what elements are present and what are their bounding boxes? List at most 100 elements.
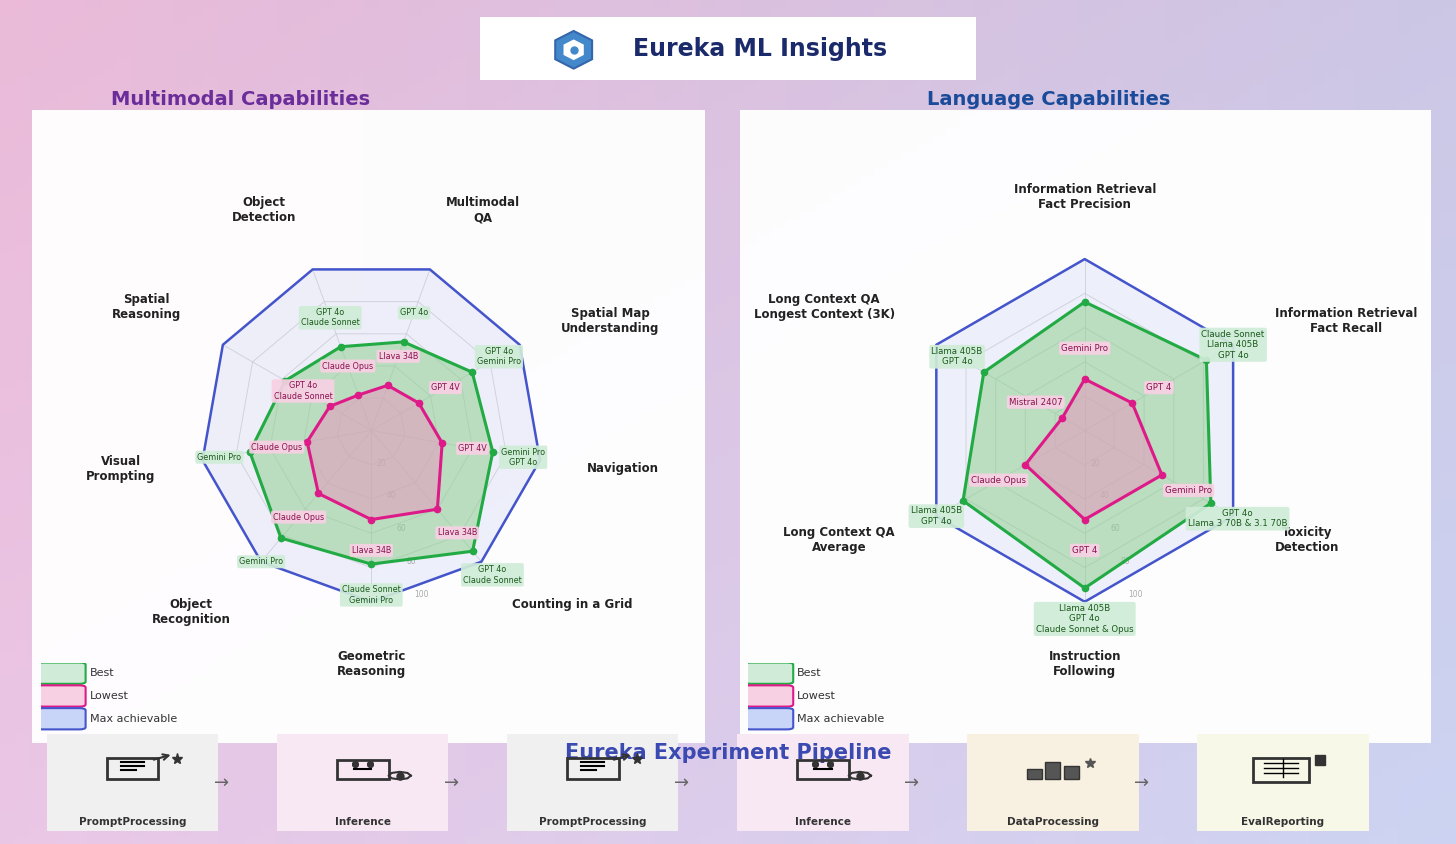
Text: Llava 34B: Llava 34B — [379, 352, 418, 361]
FancyBboxPatch shape — [499, 730, 686, 836]
Text: GPT 4o
Claude Sonnet: GPT 4o Claude Sonnet — [463, 565, 521, 585]
Text: GPT 4: GPT 4 — [1072, 546, 1098, 555]
Text: Claude Opus: Claude Opus — [971, 476, 1026, 484]
Text: 60: 60 — [397, 524, 406, 533]
Text: PromptProcessing: PromptProcessing — [539, 817, 646, 826]
Text: Eureka ML Insights: Eureka ML Insights — [633, 37, 888, 61]
Text: Max achievable: Max achievable — [90, 714, 178, 724]
Text: Gemini Pro: Gemini Pro — [1061, 344, 1108, 353]
Text: Long Context QA
Average: Long Context QA Average — [783, 526, 895, 555]
Text: 40: 40 — [387, 491, 396, 500]
Bar — [336, 760, 389, 780]
Text: Lowest: Lowest — [798, 691, 836, 701]
Bar — [566, 758, 619, 780]
Text: Object
Recognition: Object Recognition — [151, 598, 230, 626]
Bar — [1026, 770, 1041, 780]
Bar — [1254, 758, 1309, 782]
Text: Toxicity
Detection: Toxicity Detection — [1274, 526, 1340, 555]
Text: GPT 4o
Claude Sonnet: GPT 4o Claude Sonnet — [274, 381, 332, 401]
Bar — [1045, 761, 1060, 780]
Text: 80: 80 — [1121, 557, 1130, 566]
FancyBboxPatch shape — [960, 730, 1146, 836]
Text: 20: 20 — [1091, 458, 1099, 468]
Text: →: → — [444, 774, 459, 792]
Text: Geometric
Reasoning: Geometric Reasoning — [336, 650, 406, 678]
Text: Language Capabilities: Language Capabilities — [926, 90, 1171, 109]
FancyBboxPatch shape — [729, 730, 916, 836]
Text: GPT 4o: GPT 4o — [400, 308, 428, 317]
Text: Llama 405B
GPT 4o: Llama 405B GPT 4o — [932, 347, 983, 366]
Bar — [1064, 766, 1079, 780]
Text: Information Retrieval
Fact Precision: Information Retrieval Fact Precision — [1013, 183, 1156, 211]
Text: Eureka Experiment Pipeline: Eureka Experiment Pipeline — [565, 743, 891, 763]
Text: DataProcessing: DataProcessing — [1006, 817, 1099, 826]
Polygon shape — [962, 302, 1211, 588]
Text: Claude Sonnet
Gemini Pro: Claude Sonnet Gemini Pro — [342, 585, 400, 604]
Text: Mistral 2407: Mistral 2407 — [1009, 398, 1063, 407]
Text: PromptProcessing: PromptProcessing — [79, 817, 186, 826]
Text: Information Retrieval
Fact Recall: Information Retrieval Fact Recall — [1274, 306, 1417, 335]
FancyBboxPatch shape — [36, 685, 86, 706]
Polygon shape — [307, 386, 443, 520]
Text: Visual
Prompting: Visual Prompting — [86, 455, 156, 483]
Text: Inference: Inference — [335, 817, 390, 826]
FancyBboxPatch shape — [744, 708, 794, 729]
Text: Lowest: Lowest — [90, 691, 128, 701]
Polygon shape — [250, 342, 492, 564]
Text: Gemini Pro
GPT 4o: Gemini Pro GPT 4o — [501, 447, 545, 467]
Polygon shape — [563, 40, 584, 60]
Text: 60: 60 — [1111, 524, 1120, 533]
FancyBboxPatch shape — [36, 663, 86, 684]
Text: Counting in a Grid: Counting in a Grid — [513, 598, 633, 611]
Text: Instruction
Following: Instruction Following — [1048, 650, 1121, 678]
FancyBboxPatch shape — [744, 663, 794, 684]
FancyBboxPatch shape — [744, 685, 794, 706]
Text: GPT 4: GPT 4 — [1146, 383, 1172, 392]
FancyBboxPatch shape — [456, 14, 1000, 84]
Text: GPT 4o
Llama 3 70B & 3.1 70B: GPT 4o Llama 3 70B & 3.1 70B — [1188, 509, 1287, 528]
Text: GPT 4V: GPT 4V — [431, 383, 460, 392]
Text: Long Context QA
Longest Context (3K): Long Context QA Longest Context (3K) — [754, 293, 895, 321]
Text: Llama 405B
GPT 4o: Llama 405B GPT 4o — [910, 506, 962, 526]
Polygon shape — [555, 31, 593, 68]
Text: Gemini Pro: Gemini Pro — [198, 452, 242, 462]
Text: Inference: Inference — [795, 817, 850, 826]
Text: GPT 4o
Claude Sonnet: GPT 4o Claude Sonnet — [301, 308, 360, 327]
Text: Object
Detection: Object Detection — [232, 197, 296, 225]
Text: 100: 100 — [1128, 590, 1143, 598]
Text: →: → — [674, 774, 689, 792]
Text: Best: Best — [798, 668, 823, 679]
Polygon shape — [202, 269, 540, 602]
Text: Spatial
Reasoning: Spatial Reasoning — [112, 293, 182, 321]
Text: GPT 4V: GPT 4V — [459, 444, 486, 452]
Text: 100: 100 — [415, 590, 430, 598]
FancyBboxPatch shape — [39, 730, 226, 836]
FancyBboxPatch shape — [269, 730, 456, 836]
Text: GPT 4o
Gemini Pro: GPT 4o Gemini Pro — [478, 347, 521, 366]
FancyBboxPatch shape — [1190, 730, 1376, 836]
Text: Llava 34B: Llava 34B — [437, 528, 478, 538]
Text: Navigation: Navigation — [587, 462, 660, 475]
Text: Claude Sonnet
Llama 405B
GPT 4o: Claude Sonnet Llama 405B GPT 4o — [1201, 330, 1265, 360]
Text: 20: 20 — [377, 458, 386, 468]
Text: EvalReporting: EvalReporting — [1241, 817, 1325, 826]
Text: 80: 80 — [408, 557, 416, 566]
Text: Gemini Pro: Gemini Pro — [1165, 486, 1211, 495]
FancyBboxPatch shape — [727, 97, 1444, 755]
Text: Multimodal
QA: Multimodal QA — [447, 197, 520, 225]
Text: Llama 405B
GPT 4o
Claude Sonnet & Opus: Llama 405B GPT 4o Claude Sonnet & Opus — [1035, 604, 1134, 634]
Text: Claude Opus: Claude Opus — [274, 512, 325, 522]
Text: Claude Opus: Claude Opus — [322, 361, 373, 371]
FancyBboxPatch shape — [36, 708, 86, 729]
Polygon shape — [936, 259, 1233, 602]
Text: Gemini Pro: Gemini Pro — [239, 557, 284, 566]
Text: →: → — [1134, 774, 1149, 792]
Text: Llava 34B: Llava 34B — [351, 546, 392, 555]
Polygon shape — [1025, 379, 1162, 520]
Text: Best: Best — [90, 668, 115, 679]
Text: 40: 40 — [1101, 491, 1109, 500]
Text: →: → — [904, 774, 919, 792]
Bar — [106, 758, 159, 780]
Text: Claude Opus: Claude Opus — [252, 442, 303, 452]
Text: Spatial Map
Understanding: Spatial Map Understanding — [561, 306, 660, 335]
